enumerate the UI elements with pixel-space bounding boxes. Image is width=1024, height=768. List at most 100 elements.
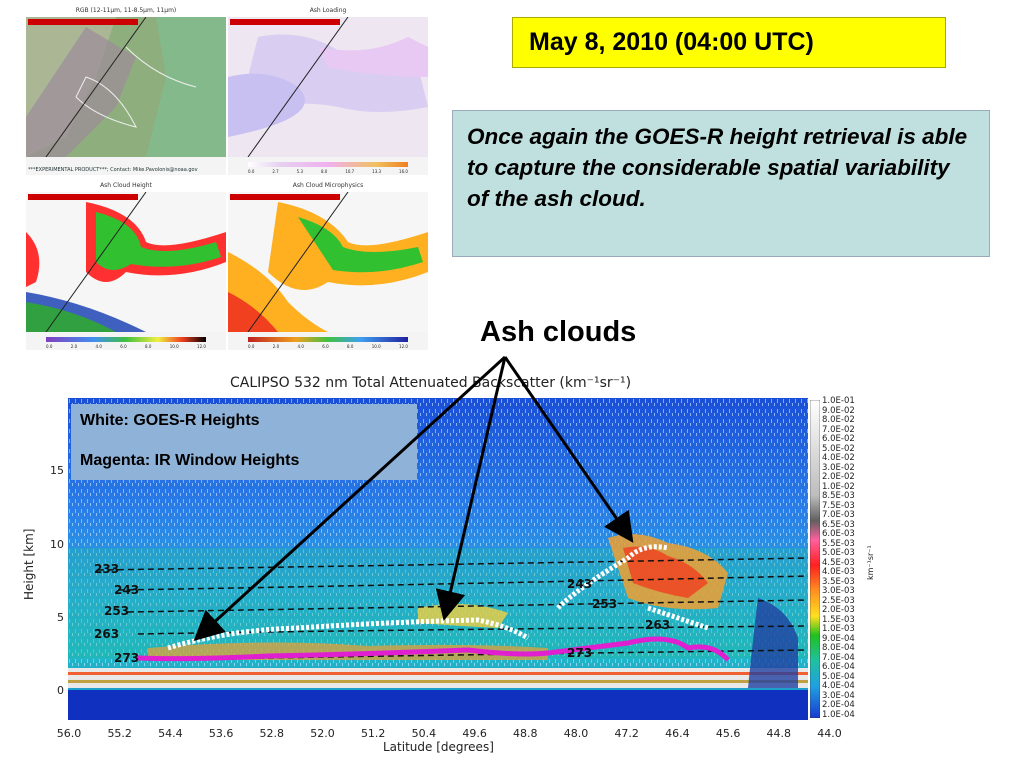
colorbar-tick: 6.0E-02	[822, 434, 855, 445]
colorbar-tick: 2.5E-03	[822, 595, 855, 606]
colorbar-tick: 5.0E-04	[822, 671, 855, 682]
y-tick-15: 15	[50, 464, 64, 477]
ash-clouds-label: Ash clouds	[480, 316, 637, 348]
arrow-to-right-cloud	[503, 356, 634, 543]
ash-microphysics-title: Ash Cloud Microphysics	[228, 180, 428, 192]
panel-tick: 2.0	[272, 344, 280, 349]
colorbar-tick: 3.0E-02	[822, 462, 855, 473]
ash-loading-ticks: 0.0 2.7 5.3 8.0 10.7 13.3 16.0	[248, 169, 408, 174]
rgb-panel-title: RGB (12-11μm, 11-8.5μm, 11μm)	[26, 5, 226, 17]
colorbar-tick: 5.5E-03	[822, 538, 855, 549]
x-tick: 44.8	[766, 727, 792, 740]
x-tick: 53.6	[208, 727, 234, 740]
date-banner: May 8, 2010 (04:00 UTC)	[512, 17, 946, 68]
temp-label-243-right: 243	[567, 577, 593, 591]
x-tick: 44.0	[817, 727, 842, 740]
y-tick-10: 10	[50, 538, 64, 551]
x-tick: 51.2	[360, 727, 386, 740]
temp-label-253-left: 253	[104, 604, 130, 618]
ash-height-ticks: 0.0 2.0 4.0 6.0 8.0 10.0 12.0	[46, 344, 206, 349]
ash-microphysics-red-tag	[230, 194, 340, 200]
colorbar-tick: 4.0E-03	[822, 567, 855, 578]
x-tick: 48.8	[513, 727, 538, 740]
colorbar-tick: 2.0E-04	[822, 700, 855, 711]
lidar-title: CALIPSO 532 nm Total Attenuated Backscat…	[230, 375, 632, 391]
panel-tick: 8.0	[347, 344, 354, 349]
colorbar-tick: 9.0E-02	[822, 405, 855, 416]
ash-height-red-tag	[28, 194, 138, 200]
rgb-caption: ***EXPERIMENTAL PRODUCT***; Contact: Mik…	[28, 167, 198, 173]
x-tick: 56.0	[56, 727, 82, 740]
panel-tick: 16.0	[399, 169, 408, 174]
colorbar-tick: 8.0E-04	[822, 643, 855, 654]
x-tick: 49.6	[462, 727, 487, 740]
ash-microphysics-ticks: 0.0 2.0 4.0 6.0 8.0 10.0 12.0	[248, 344, 408, 349]
explanation-note: Once again the GOES-R height retrieval i…	[452, 110, 990, 257]
panel-tick: 8.0	[145, 344, 152, 349]
panel-tick: 0.0	[248, 344, 255, 349]
colorbar-tick: 7.0E-04	[822, 652, 855, 663]
panel-tick: 2.7	[272, 169, 279, 174]
colorbar-tick: 8.5E-03	[822, 491, 855, 502]
ash-height-image	[26, 192, 226, 332]
colorbar-tick: 2.0E-02	[822, 472, 855, 483]
colorbar-tick: 6.0E-03	[822, 529, 855, 540]
panel-tick: 4.0	[95, 344, 102, 349]
panel-tick: 10.7	[345, 169, 355, 174]
ash-microphysics-colorbar	[248, 337, 408, 342]
panel-tick: 5.3	[296, 169, 304, 174]
ash-loading-colorbar	[248, 162, 408, 167]
ash-height-title: Ash Cloud Height	[26, 180, 226, 192]
colorbar-tick: 1.0E-02	[822, 481, 855, 492]
panel-tick: 0.0	[248, 169, 255, 174]
colorbar-tick: 1.0E-04	[822, 710, 855, 720]
temp-label-263-right: 263	[645, 618, 671, 632]
ash-loading-image	[228, 17, 428, 157]
colorbar-tick: 3.0E-03	[822, 586, 855, 597]
panel-tick: 6.0	[322, 344, 329, 349]
ash-loading-panel: Ash Loading 0.0 2.7 5.3 8.0 10.7 13.3 16.0	[228, 5, 428, 175]
colorbar-unit: km⁻¹sr⁻¹	[866, 545, 875, 580]
colorbar-tick: 3.0E-04	[822, 690, 855, 701]
backscatter-colorbar	[810, 400, 820, 718]
panel-tick: 0.0	[46, 344, 53, 349]
x-tick: 46.4	[665, 727, 690, 740]
colorbar-tick: 4.0E-02	[822, 453, 855, 464]
height-legend: White: GOES-R Heights Magenta: IR Window…	[71, 404, 417, 480]
y-tick-5: 5	[57, 611, 64, 624]
arrow-to-middle-cloud	[435, 356, 507, 621]
x-tick: 54.4	[158, 727, 183, 740]
x-tick: 52.8	[259, 727, 285, 740]
colorbar-tick: 4.5E-03	[822, 557, 855, 568]
panel-tick: 4.0	[297, 344, 304, 349]
colorbar-tick: 7.0E-02	[822, 424, 855, 435]
colorbar-tick: 7.5E-03	[822, 500, 855, 511]
rgb-panel: RGB (12-11μm, 11-8.5μm, 11μm) ***EXPERIM…	[26, 5, 226, 175]
ash-height-panel: Ash Cloud Height 0.0 2.0 4.0 6.0 8.0 10.0 12.0	[26, 180, 226, 350]
x-tick: 52.0	[310, 727, 335, 740]
panel-tick: 13.3	[372, 169, 382, 174]
x-tick: 48.0	[563, 727, 589, 740]
colorbar-tick: 4.0E-04	[822, 681, 855, 692]
colorbar-tick: 5.0E-02	[822, 443, 855, 454]
ash-loading-title: Ash Loading	[228, 5, 428, 17]
arrow-to-left-cloud	[193, 355, 507, 642]
panel-tick: 8.0	[320, 169, 328, 174]
temp-label-243-left: 243	[114, 583, 140, 597]
temp-label-273-right: 273	[567, 646, 593, 660]
x-tick: 45.6	[715, 727, 741, 740]
colorbar-tick: 7.0E-03	[822, 510, 855, 521]
panel-tick: 10.0	[371, 344, 381, 349]
colorbar-tick: 1.0E-03	[822, 624, 855, 635]
colorbar-tick: 6.5E-03	[822, 519, 855, 530]
rgb-red-tag	[28, 19, 138, 25]
legend-ir-heights: Magenta: IR Window Heights	[80, 452, 300, 469]
colorbar-tick: 5.0E-03	[822, 548, 855, 559]
colorbar-tick: 3.5E-03	[822, 576, 855, 587]
temp-label-273-left: 273	[114, 651, 140, 665]
ash-microphysics-panel: Ash Cloud Microphysics 0.0 2.0 4.0 6.0 8.0 10…	[228, 180, 428, 350]
colorbar-tick: 1.0E-01	[822, 396, 855, 406]
y-tick-0: 0	[57, 684, 64, 697]
rgb-image	[26, 17, 226, 157]
